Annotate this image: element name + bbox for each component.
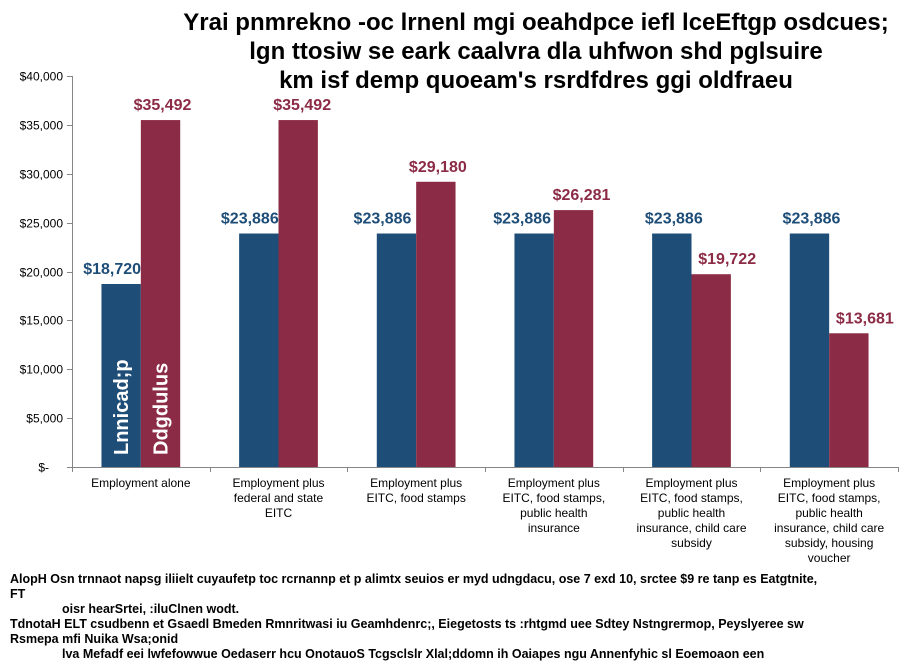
category-label-6: Employment plus EITC, food stamps, publi… xyxy=(774,476,885,565)
data-label-series-1-category-1: $18,720 xyxy=(83,261,141,278)
bar-series-1-category-3 xyxy=(376,233,417,467)
bar-chart: $- $5,000 $10,000 $15,000 $20,000 $25,000 $30,… xyxy=(20,70,899,475)
y-tick-label: $40,000 xyxy=(20,70,64,84)
note-2-line-2: Rsmepa mfi Nuika Wsa;onid xyxy=(10,632,179,646)
chart-notes: AlopH Osn trnnaot napsg iliielt cuyaufet… xyxy=(0,572,910,662)
category-axis-labels: Employment alone Employment plus federal … xyxy=(0,476,910,570)
category-label-2: Employment plus federal and state EITC xyxy=(232,476,325,520)
bar-series-1-category-2 xyxy=(239,233,279,467)
series-label-2: Ddgdulus xyxy=(151,363,173,455)
y-tick-label: $35,000 xyxy=(20,119,64,133)
y-tick-label: $- xyxy=(38,461,49,475)
note-2-line-1: TdnotaH ELT csudbenn et Gsaedl Bmeden Rm… xyxy=(10,617,804,631)
note-1-line-2: FT xyxy=(10,587,26,601)
y-tick-label: $5,000 xyxy=(26,412,63,426)
bar-series-2-category-4 xyxy=(553,210,594,468)
category-label-4: Employment plus EITC, food stamps, publi… xyxy=(502,476,606,535)
bar-series-2-category-2 xyxy=(278,120,318,467)
data-label-series-1-category-4: $23,886 xyxy=(493,211,551,228)
data-label-series-2-category-1: $35,492 xyxy=(134,97,192,114)
data-label-series-1-category-3: $23,886 xyxy=(354,211,412,228)
data-label-series-1-category-5: $23,886 xyxy=(645,211,703,228)
category-label-1: Employment alone xyxy=(91,476,191,490)
y-tick-label: $15,000 xyxy=(20,314,64,328)
data-label-series-2-category-5: $19,722 xyxy=(698,251,756,268)
bar-series-2-category-3 xyxy=(416,181,456,467)
y-tick-label: $25,000 xyxy=(20,217,64,231)
bar-series-1-category-4 xyxy=(514,233,554,467)
y-tick-label: $20,000 xyxy=(20,266,64,280)
data-label-series-1-category-6: $23,886 xyxy=(783,211,841,228)
data-label-series-1-category-2: $23,886 xyxy=(221,211,279,228)
bar-series-2-category-5 xyxy=(691,274,731,467)
y-tick-label: $10,000 xyxy=(20,363,64,377)
data-label-series-2-category-2: $35,492 xyxy=(273,97,331,114)
data-label-series-2-category-6: $13,681 xyxy=(836,310,894,327)
data-label-series-2-category-3: $29,180 xyxy=(409,159,467,176)
series-label-1: Lnnicad;p xyxy=(111,359,133,455)
category-label-3: Employment plus EITC, food stamps xyxy=(366,476,466,505)
category-label-5: Employment plus EITC, food stamps, publi… xyxy=(636,476,747,550)
y-tick-label: $30,000 xyxy=(20,168,64,182)
bar-series-2-category-1 xyxy=(140,120,181,467)
bar-series-1-category-5 xyxy=(652,233,692,467)
note-1-indented-line: oisr hearSrtei, :iluClnen wodt. xyxy=(62,602,240,616)
note-2-indented-line: lva Mefadf eei lwfefowwue Oedaserr hcu O… xyxy=(62,647,765,661)
bar-series-1-category-1 xyxy=(101,284,141,467)
chart-title: Yrai pnmrekno -oc lrnenl mgi oeahdpce ie… xyxy=(183,9,889,94)
bar-series-2-category-6 xyxy=(829,333,869,467)
note-1-line-1: AlopH Osn trnnaot napsg iliielt cuyaufet… xyxy=(10,572,818,586)
data-label-series-2-category-4: $26,281 xyxy=(553,187,611,204)
bar-series-1-category-6 xyxy=(789,233,830,467)
